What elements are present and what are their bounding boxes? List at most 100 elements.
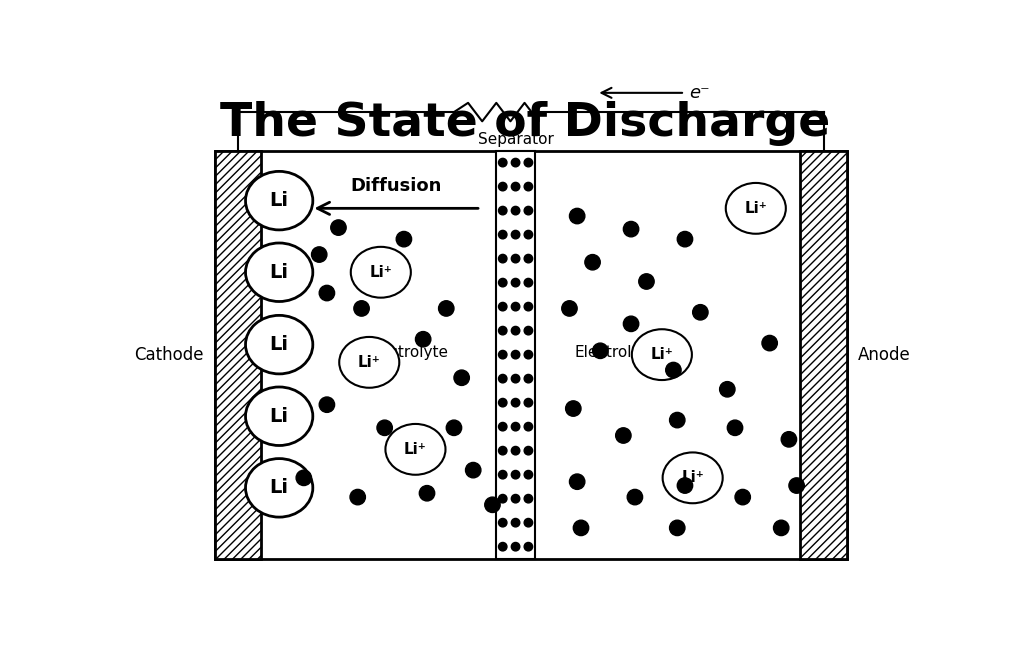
Text: The State of Discharge: The State of Discharge — [220, 101, 829, 146]
Circle shape — [499, 158, 507, 167]
Text: e⁻: e⁻ — [689, 84, 710, 102]
Circle shape — [419, 486, 435, 501]
Circle shape — [524, 303, 532, 311]
Bar — [215, 150, 847, 559]
Circle shape — [499, 519, 507, 527]
Bar — [215, 150, 261, 559]
Circle shape — [524, 519, 532, 527]
Circle shape — [524, 183, 532, 191]
Circle shape — [511, 303, 520, 311]
Circle shape — [524, 230, 532, 239]
Circle shape — [692, 305, 708, 320]
Circle shape — [511, 350, 520, 359]
Circle shape — [499, 423, 507, 431]
Circle shape — [511, 254, 520, 263]
Text: Li⁺: Li⁺ — [370, 265, 392, 280]
Text: Li: Li — [269, 335, 289, 354]
Text: Cathode: Cathode — [134, 346, 204, 364]
Circle shape — [454, 370, 469, 385]
Ellipse shape — [246, 243, 312, 301]
Text: Li: Li — [269, 263, 289, 282]
Circle shape — [569, 474, 585, 489]
Circle shape — [354, 301, 370, 316]
Text: Diffusion: Diffusion — [350, 177, 442, 195]
Circle shape — [639, 274, 654, 289]
Circle shape — [573, 520, 589, 535]
Circle shape — [511, 230, 520, 239]
Circle shape — [446, 420, 462, 435]
Circle shape — [677, 478, 692, 493]
Circle shape — [585, 254, 600, 270]
Text: Li: Li — [269, 191, 289, 210]
Circle shape — [511, 158, 520, 167]
Circle shape — [788, 478, 804, 493]
Circle shape — [511, 519, 520, 527]
Text: Electrolyte: Electrolyte — [367, 345, 449, 360]
Circle shape — [396, 231, 412, 247]
Circle shape — [499, 374, 507, 383]
Circle shape — [615, 428, 631, 443]
Circle shape — [524, 207, 532, 215]
Circle shape — [377, 420, 392, 435]
Circle shape — [727, 420, 742, 435]
Circle shape — [499, 254, 507, 263]
Ellipse shape — [339, 337, 399, 388]
Ellipse shape — [246, 387, 312, 446]
Bar — [801, 150, 847, 559]
Circle shape — [511, 542, 520, 551]
Text: Separator: Separator — [477, 132, 554, 147]
Circle shape — [416, 331, 431, 347]
Circle shape — [524, 470, 532, 479]
Circle shape — [524, 158, 532, 167]
Circle shape — [720, 382, 735, 397]
Circle shape — [524, 278, 532, 287]
Circle shape — [524, 326, 532, 335]
Circle shape — [562, 301, 578, 316]
Circle shape — [666, 362, 681, 378]
Circle shape — [624, 316, 639, 331]
Circle shape — [524, 495, 532, 503]
Text: Li⁺: Li⁺ — [650, 347, 673, 362]
Bar — [497, 150, 535, 559]
Circle shape — [499, 183, 507, 191]
Circle shape — [511, 207, 520, 215]
Circle shape — [499, 326, 507, 335]
Circle shape — [296, 470, 311, 486]
Circle shape — [524, 423, 532, 431]
Text: Electrolyte: Electrolyte — [574, 345, 656, 360]
Text: Li: Li — [269, 478, 289, 497]
Circle shape — [511, 326, 520, 335]
Circle shape — [499, 399, 507, 407]
Circle shape — [499, 207, 507, 215]
Circle shape — [677, 231, 692, 247]
Circle shape — [524, 399, 532, 407]
Circle shape — [762, 336, 777, 351]
Ellipse shape — [632, 329, 692, 380]
Circle shape — [350, 489, 366, 505]
Circle shape — [331, 220, 346, 236]
Text: Li⁺: Li⁺ — [744, 201, 767, 216]
Circle shape — [499, 470, 507, 479]
Circle shape — [499, 350, 507, 359]
Circle shape — [499, 230, 507, 239]
Circle shape — [781, 431, 797, 447]
Circle shape — [624, 221, 639, 237]
Circle shape — [735, 489, 751, 505]
Circle shape — [511, 374, 520, 383]
Circle shape — [484, 497, 500, 513]
Circle shape — [499, 303, 507, 311]
Circle shape — [511, 446, 520, 455]
Circle shape — [670, 520, 685, 535]
Circle shape — [670, 413, 685, 428]
Text: Anode: Anode — [858, 346, 911, 364]
Circle shape — [773, 520, 788, 535]
Circle shape — [511, 183, 520, 191]
Circle shape — [499, 495, 507, 503]
Circle shape — [511, 495, 520, 503]
Circle shape — [511, 423, 520, 431]
Ellipse shape — [351, 247, 411, 298]
Text: Li⁺: Li⁺ — [404, 442, 427, 457]
Circle shape — [524, 254, 532, 263]
Circle shape — [569, 208, 585, 223]
Ellipse shape — [246, 171, 312, 230]
